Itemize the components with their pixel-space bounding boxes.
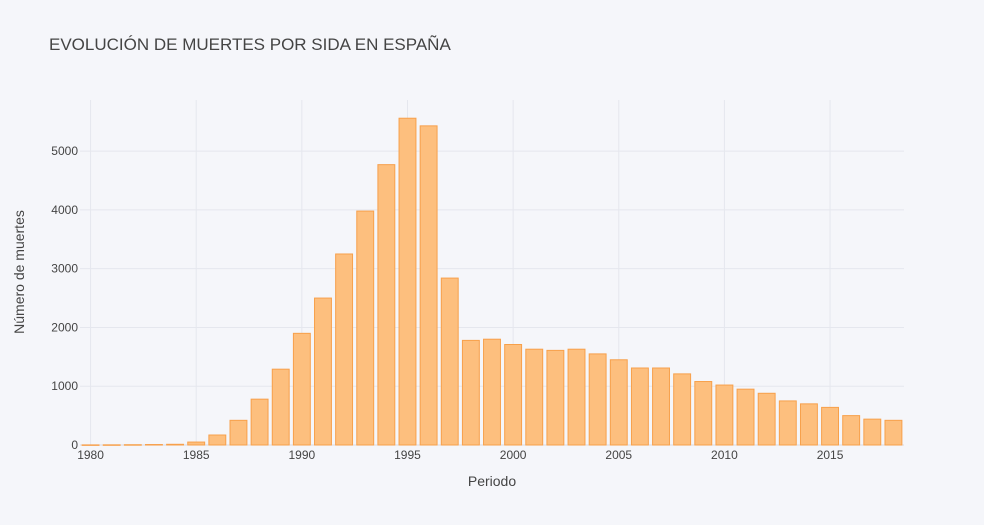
bar-1986[interactable]: [208, 434, 227, 446]
bar-1990[interactable]: [292, 332, 311, 446]
bar-2002[interactable]: [546, 349, 565, 446]
bar-1994[interactable]: [377, 164, 396, 446]
bar-2007[interactable]: [652, 367, 670, 446]
bar-2013[interactable]: [778, 400, 797, 446]
chart-title: EVOLUCIÓN DE MUERTES POR SIDA EN ESPAÑA: [49, 35, 451, 54]
bar-1992[interactable]: [335, 253, 354, 446]
bar-2000[interactable]: [504, 343, 523, 446]
bar-1987[interactable]: [229, 419, 248, 446]
bar-1999[interactable]: [483, 338, 501, 446]
bar-1984[interactable]: [166, 443, 185, 446]
bar-2006[interactable]: [630, 367, 649, 446]
bar-2009[interactable]: [694, 381, 713, 446]
ticks-layer: 1980 1985 1990 1995 2000 2005 2010 2015 0 1000 200…: [51, 144, 843, 462]
bar-1993[interactable]: [356, 210, 375, 446]
y-tick-label: 3000: [51, 262, 78, 276]
y-tick-label: 0: [71, 438, 78, 452]
x-tick-label: 1995: [394, 448, 421, 462]
x-tick-label: 1990: [288, 448, 315, 462]
y-tick-label: 4000: [51, 203, 78, 217]
bar-2012[interactable]: [757, 392, 776, 446]
bar-1988[interactable]: [250, 398, 269, 446]
x-tick-label: 1980: [77, 448, 104, 462]
bar-1982[interactable]: [123, 444, 142, 446]
x-tick-label: 2000: [500, 448, 527, 462]
bars-layer: [81, 117, 903, 446]
y-tick-label: 1000: [51, 379, 78, 393]
y-tick-label: 2000: [51, 320, 78, 334]
bar-1985[interactable]: [187, 441, 206, 446]
bar-2010[interactable]: [715, 384, 734, 446]
x-tick-label: 2010: [711, 448, 738, 462]
bar-1995[interactable]: [398, 117, 417, 446]
x-axis-title: Periodo: [468, 473, 516, 489]
x-tick-label: 2015: [817, 448, 844, 462]
bar-2011[interactable]: [736, 388, 755, 446]
bar-2018[interactable]: [884, 419, 903, 446]
x-tick-label: 2005: [605, 448, 632, 462]
x-tick-label: 1985: [183, 448, 210, 462]
bar-2008[interactable]: [673, 373, 692, 446]
bar-2003[interactable]: [567, 348, 586, 446]
bar-2015[interactable]: [821, 406, 840, 446]
bar-2016[interactable]: [842, 415, 861, 446]
bar-1996[interactable]: [419, 125, 438, 446]
y-tick-label: 5000: [51, 144, 78, 158]
bar-2001[interactable]: [525, 348, 544, 446]
bar-1989[interactable]: [271, 368, 290, 446]
bar-2005[interactable]: [609, 359, 628, 446]
bar-1981[interactable]: [102, 444, 121, 446]
bar-1983[interactable]: [144, 444, 163, 446]
bar-1998[interactable]: [461, 339, 480, 446]
bar-2017[interactable]: [863, 418, 882, 446]
bar-2004[interactable]: [588, 353, 607, 446]
bar-1980[interactable]: [81, 444, 100, 446]
bar-1997[interactable]: [440, 277, 459, 446]
bar-2014[interactable]: [799, 403, 818, 446]
y-axis-title: Número de muertes: [11, 210, 27, 334]
bar-1991[interactable]: [314, 297, 332, 446]
